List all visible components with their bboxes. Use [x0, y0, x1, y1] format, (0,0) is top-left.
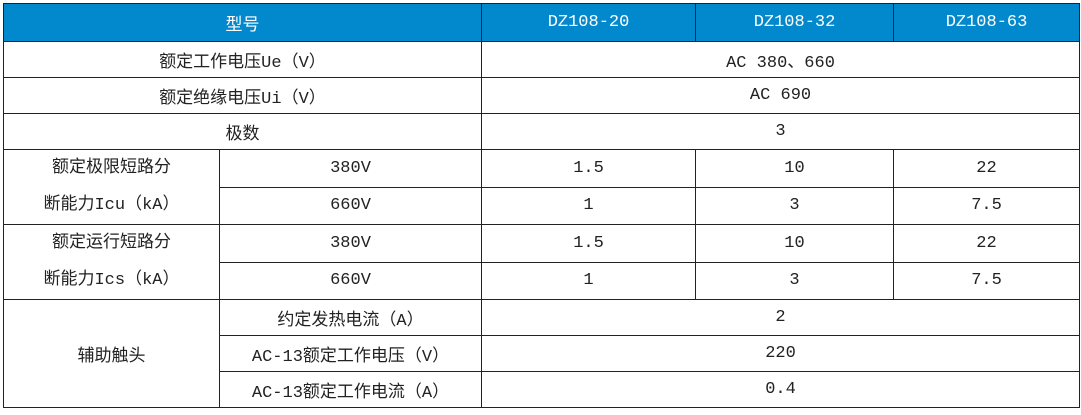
row-value: 2	[481, 299, 1080, 336]
value-cell: 7.5	[893, 261, 1080, 300]
table-row: AC-13额定工作电流（A） 0.4	[4, 371, 1080, 408]
table-row: 660V 1 3 7.5	[4, 261, 1080, 300]
model-dz108-32: DZ108-32	[695, 3, 894, 42]
model-dz108-63: DZ108-63	[893, 3, 1080, 42]
value-cell: 1.5	[481, 224, 696, 263]
table-row: 额定绝缘电压Ui（V） AC 690	[3, 77, 1080, 114]
row-label: 额定极限短路分 断能力Icu（kA）	[3, 149, 220, 225]
row-label: 额定工作电压Ue（V）	[3, 41, 482, 78]
model-header: 型号	[3, 3, 482, 42]
value-cell: 22	[893, 149, 1080, 188]
table-row: 辅助触头 约定发热电流（A） 2	[3, 299, 1080, 408]
value-cell: 10	[695, 149, 894, 188]
model-dz108-20: DZ108-20	[481, 3, 696, 42]
label-line: 断能力Icu（kA）	[43, 196, 180, 215]
voltage-cell: 660V	[219, 186, 482, 225]
voltage-cell: 380V	[219, 149, 482, 188]
row-value: 0.4	[481, 371, 1080, 408]
row-label: 额定绝缘电压Ui（V）	[3, 77, 482, 114]
sub-label: AC-13额定工作电流（A）	[219, 371, 482, 408]
sub-label: 约定发热电流（A）	[219, 299, 482, 336]
label-line: 额定极限短路分	[52, 159, 171, 178]
row-label: 辅助触头	[3, 299, 220, 408]
table-row: 额定极限短路分 断能力Icu（kA） 380V 1.5 10 22	[3, 149, 1080, 225]
value-cell: 1	[481, 261, 696, 300]
sub-label: AC-13额定工作电压（V）	[219, 335, 482, 372]
label-line: 断能力Ics（kA）	[43, 271, 180, 290]
voltage-cell: 380V	[219, 224, 482, 263]
row-label: 极数	[3, 113, 482, 150]
value-cell: 3	[695, 186, 894, 225]
header-row: 型号 DZ108-20 DZ108-32 DZ108-63	[3, 3, 1080, 42]
table-row: 额定运行短路分 断能力Ics（kA） 380V 1.5 10 22	[3, 224, 1080, 300]
row-value: AC 690	[481, 77, 1080, 114]
row-value: AC 380、660	[481, 41, 1080, 78]
label-line: 额定运行短路分	[52, 234, 171, 253]
table-row: 极数 3	[3, 113, 1080, 150]
row-value: 3	[481, 113, 1080, 150]
value-cell: 1	[481, 186, 696, 225]
row-value: 220	[481, 335, 1080, 372]
table-row: 额定工作电压Ue（V） AC 380、660	[3, 41, 1080, 78]
value-cell: 1.5	[481, 149, 696, 188]
spec-table: 型号 DZ108-20 DZ108-32 DZ108-63 额定工作电压Ue（V…	[3, 3, 1080, 408]
table-row: 660V 1 3 7.5	[4, 186, 1080, 225]
value-cell: 3	[695, 261, 894, 300]
value-cell: 7.5	[893, 186, 1080, 225]
voltage-cell: 660V	[219, 261, 482, 300]
value-cell: 10	[695, 224, 894, 263]
row-label: 额定运行短路分 断能力Ics（kA）	[3, 224, 220, 300]
value-cell: 22	[893, 224, 1080, 263]
